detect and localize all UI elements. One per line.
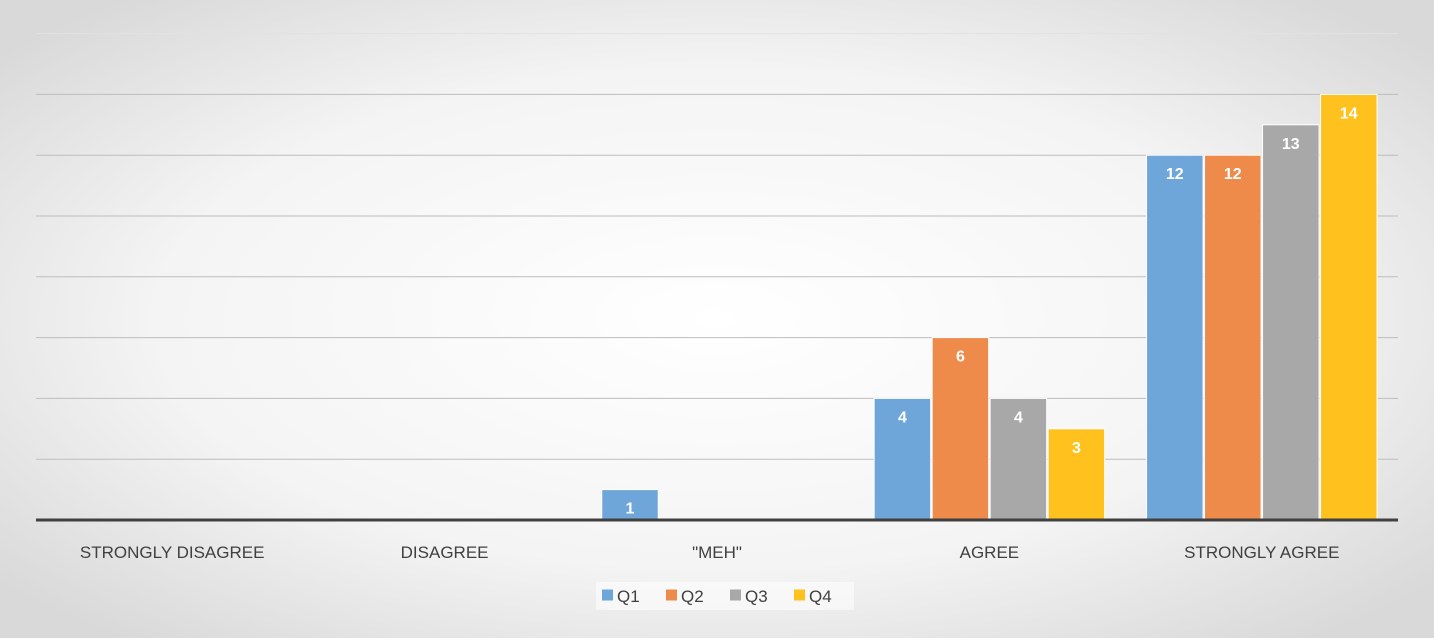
- legend-label: Q2: [681, 587, 704, 606]
- data-label: 14: [1340, 105, 1358, 122]
- data-label: 13: [1282, 136, 1300, 153]
- x-tick-label: DISAGREE: [401, 543, 489, 562]
- x-tick-label: AGREE: [960, 543, 1020, 562]
- x-tick-label: "MEH": [692, 543, 742, 562]
- bar-q4: [1320, 93, 1378, 521]
- legend-swatch: [666, 589, 677, 601]
- data-label: 1: [626, 501, 635, 518]
- bar-q1: [873, 397, 932, 521]
- legend-swatch: [602, 589, 613, 601]
- bar-q4: [1047, 428, 1106, 521]
- bar-q3: [1262, 124, 1320, 521]
- data-label: 6: [956, 349, 965, 366]
- data-label: 12: [1224, 166, 1242, 183]
- data-label: 4: [1014, 409, 1023, 426]
- x-axis: STRONGLY DISAGREE DISAGREE "MEH" AGREE STRON…: [36, 518, 1398, 562]
- x-tick-label: STRONGLY AGREE: [1184, 543, 1339, 562]
- bar-q2: [1204, 154, 1262, 521]
- bar-q1: [1146, 154, 1204, 521]
- bars: [601, 93, 1378, 521]
- legend: Q1 Q2 Q3 Q4: [596, 582, 854, 610]
- gridlines: [36, 33, 1398, 460]
- bar-q2: [931, 337, 990, 521]
- legend-swatch: [794, 589, 805, 601]
- bar-q1: [601, 489, 659, 521]
- data-label: 3: [1072, 440, 1081, 457]
- data-label: 4: [898, 409, 907, 426]
- legend-label: Q3: [745, 587, 768, 606]
- bar-q3: [989, 397, 1048, 521]
- data-label: 12: [1166, 166, 1184, 183]
- legend-background: [596, 582, 854, 610]
- legend-label: Q4: [809, 587, 832, 606]
- x-tick-label: STRONGLY DISAGREE: [80, 543, 265, 562]
- legend-label: Q1: [617, 587, 640, 606]
- legend-swatch: [730, 589, 741, 601]
